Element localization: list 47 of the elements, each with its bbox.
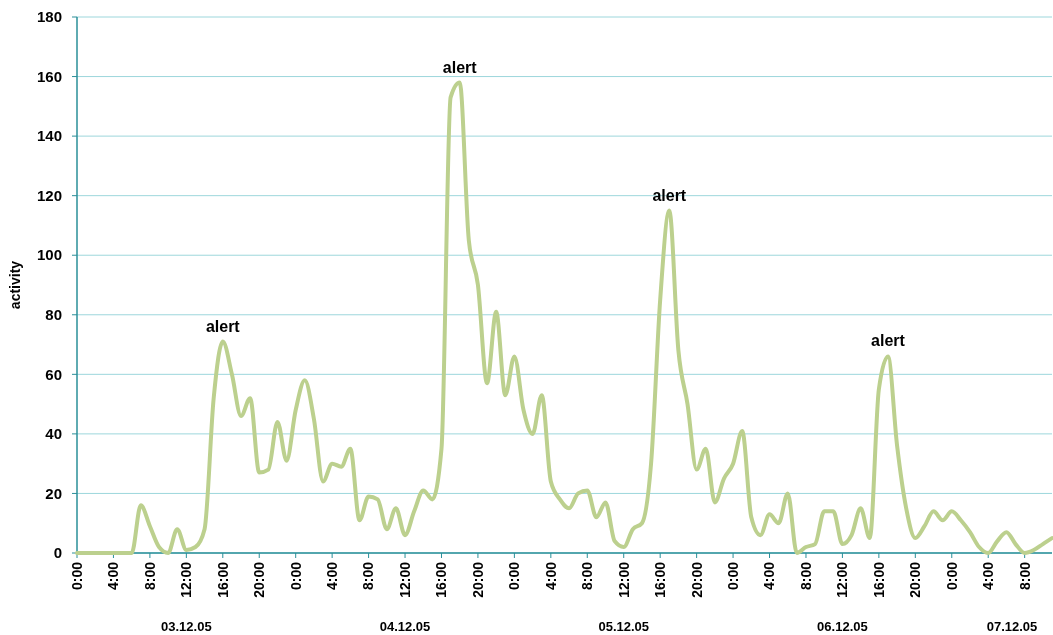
x-tick-label: 4:00	[542, 561, 559, 591]
text: 06.12.05	[817, 619, 868, 634]
x-tick-label: 8:00	[797, 561, 814, 591]
x-tick-label: 16:00	[870, 561, 887, 598]
y-tick-label: 80	[45, 306, 62, 324]
x-tick-label: 4:00	[761, 561, 778, 591]
x-tick-label: 20:00	[251, 561, 268, 598]
text: 04.12.05	[379, 619, 431, 634]
x-tick-label: 8:00	[579, 561, 596, 591]
annotation: alert	[205, 317, 241, 335]
x-tick-label: 20:00	[469, 561, 486, 598]
x-tick-label: 12:00	[396, 561, 413, 598]
text: 07.12.05	[986, 619, 1038, 634]
x-tick-label: 12:00	[615, 561, 632, 598]
x-tick-label: 4:00	[324, 561, 341, 591]
x-tick-label: 8:00	[360, 561, 377, 591]
y-tick-label: 0	[53, 544, 62, 562]
x-tick-label: 8:00	[1016, 561, 1033, 591]
text: 05.12.05	[598, 619, 650, 634]
text: 03.12.05	[161, 619, 212, 634]
x-tick-label: 0:00	[506, 561, 523, 591]
x-tick-label: 0:00	[943, 561, 960, 591]
y-tick-label: 120	[36, 186, 62, 204]
x-tick-label: 0:00	[724, 561, 741, 591]
x-tick-label: 8:00	[141, 561, 158, 591]
annotation: alert	[442, 58, 478, 76]
x-tick-label: 12:00	[834, 561, 851, 598]
annotation: alert	[652, 186, 687, 204]
y-tick-label: 100	[36, 246, 62, 264]
x-tick-label: 0:00	[68, 561, 85, 591]
x-tick-label: 16:00	[652, 561, 669, 598]
y-tick-label: 160	[36, 67, 62, 85]
x-tick-label: 16:00	[214, 561, 231, 598]
x-tick-label: 4:00	[105, 561, 122, 591]
y-tick-label: 180	[36, 8, 62, 26]
x-tick-label: 20:00	[688, 561, 705, 598]
y-tick-label: 140	[36, 127, 62, 145]
x-tick-label: 0:00	[287, 561, 304, 591]
x-tick-label: 4:00	[980, 561, 997, 591]
y-tick-label: 40	[45, 425, 62, 443]
x-tick-label: 12:00	[178, 561, 195, 598]
x-tick-label: 16:00	[433, 561, 450, 598]
y-tick-label: 20	[45, 484, 62, 502]
annotation: alert	[871, 332, 906, 350]
y-tick-label: 60	[45, 365, 62, 383]
x-tick-label: 20:00	[907, 561, 924, 598]
y-axis-title: activity	[7, 260, 23, 310]
